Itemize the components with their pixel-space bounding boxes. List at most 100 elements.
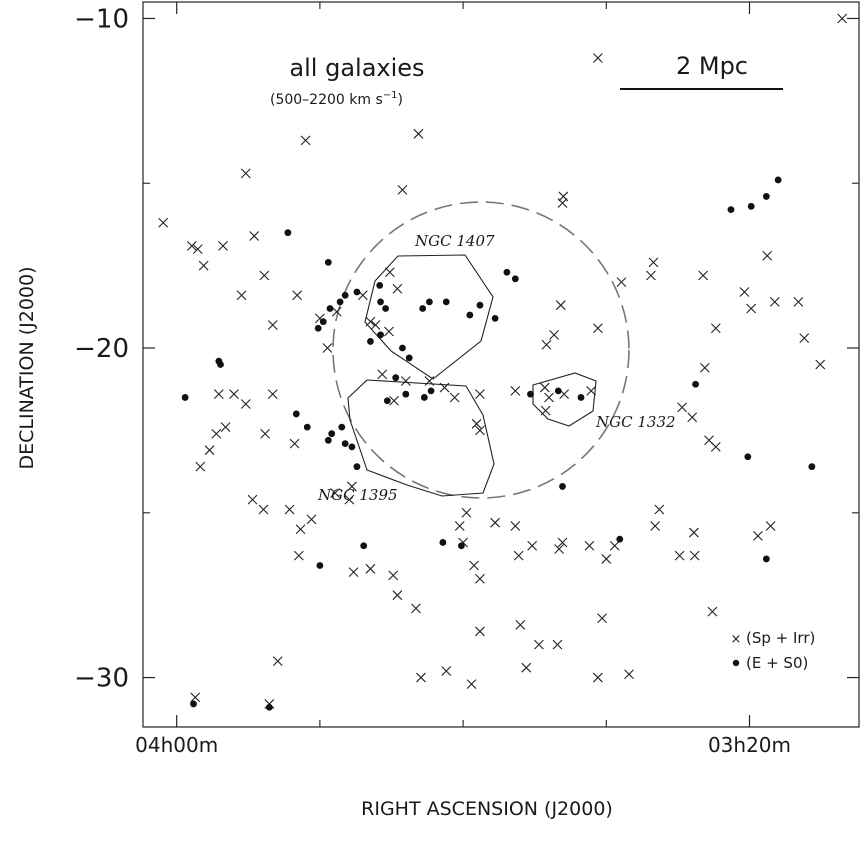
data-point-cross	[416, 673, 425, 682]
data-point-cross	[740, 288, 749, 297]
data-point-cross	[294, 551, 303, 560]
data-point-cross	[307, 515, 316, 524]
data-point-cross	[602, 554, 611, 563]
data-point-dot	[328, 430, 335, 437]
data-point-cross	[290, 439, 299, 448]
data-point-cross	[199, 261, 208, 270]
data-point-cross	[366, 564, 375, 573]
data-point-cross	[690, 551, 699, 560]
data-point-cross	[700, 363, 709, 372]
data-point-dot	[190, 701, 197, 708]
data-point-cross	[241, 169, 250, 178]
data-point-dot	[744, 453, 751, 460]
data-point-cross	[711, 324, 720, 333]
data-point-cross	[475, 574, 484, 583]
data-point-cross	[398, 185, 407, 194]
data-point-dot	[421, 394, 428, 401]
data-point-cross	[261, 429, 270, 438]
data-point-dot	[616, 536, 623, 543]
data-point-cross	[260, 271, 269, 280]
data-point-cross	[511, 386, 520, 395]
y-tick-label: −20	[74, 334, 129, 364]
annotation-range-text: (500–2200 km s	[270, 92, 383, 108]
axis-ticks	[143, 2, 859, 727]
data-point-cross	[708, 607, 717, 616]
data-point-cross	[323, 344, 332, 353]
legend-dot-symbol	[733, 660, 739, 666]
data-point-cross	[646, 271, 655, 280]
data-point-cross	[593, 54, 602, 63]
data-point-dot	[342, 440, 349, 447]
data-point-cross	[556, 301, 565, 310]
data-point-dot	[316, 562, 323, 569]
group-outline-ngc-1332	[533, 373, 596, 426]
data-point-cross	[705, 436, 714, 445]
data-point-cross	[475, 390, 484, 399]
data-point-cross	[349, 568, 358, 577]
data-point-cross	[378, 370, 387, 379]
data-point-cross	[491, 518, 500, 527]
data-point-cross	[268, 390, 277, 399]
data-point-cross	[541, 406, 550, 415]
data-point-cross	[248, 495, 257, 504]
data-point-cross	[598, 614, 607, 623]
data-point-cross	[542, 340, 551, 349]
data-point-cross	[545, 393, 554, 402]
data-point-cross	[534, 640, 543, 649]
data-point-cross	[678, 403, 687, 412]
data-point-dot	[503, 269, 510, 276]
data-point-cross	[794, 297, 803, 306]
group-label-ngc-1332: NGC 1332	[595, 413, 676, 431]
data-point-dot	[466, 312, 473, 319]
data-point-dot	[406, 355, 413, 362]
data-point-dot	[327, 305, 334, 312]
x-axis-label: RIGHT ASCENSION (J2000)	[361, 798, 613, 820]
data-point-dot	[748, 203, 755, 210]
data-point-cross	[401, 376, 410, 385]
data-point-dot	[382, 305, 389, 312]
data-point-dot	[360, 542, 367, 549]
data-point-cross	[366, 317, 375, 326]
data-point-dot	[284, 229, 291, 236]
data-point-cross	[610, 541, 619, 550]
data-point-cross	[384, 327, 393, 336]
tick-labels: −10 −20 −30 04h00m 03h20m	[74, 4, 791, 757]
data-point-dot	[392, 374, 399, 381]
data-point-dot	[399, 345, 406, 352]
data-point-cross	[214, 390, 223, 399]
data-point-dot	[512, 275, 519, 282]
data-point-cross	[593, 324, 602, 333]
data-point-cross	[655, 505, 664, 514]
data-point-dot	[325, 437, 332, 444]
data-point-cross	[411, 604, 420, 613]
data-point-cross	[259, 505, 268, 514]
data-point-cross	[528, 541, 537, 550]
data-point-cross	[625, 670, 634, 679]
legend-label-e-s0: (E + S0)	[746, 654, 808, 672]
data-point-dot	[439, 539, 446, 546]
scale-bar-label: 2 Mpc	[676, 52, 748, 80]
data-point-cross	[273, 657, 282, 666]
data-point-cross	[389, 571, 398, 580]
data-point-dot	[443, 298, 450, 305]
data-point-cross	[285, 505, 294, 514]
data-point-dot	[402, 391, 409, 398]
data-point-dot	[384, 397, 391, 404]
data-point-dot	[559, 483, 566, 490]
data-point-dot	[426, 298, 433, 305]
data-point-cross	[442, 666, 451, 675]
data-point-dot	[338, 424, 345, 431]
data-point-cross	[649, 258, 658, 267]
data-point-cross	[237, 291, 246, 300]
data-point-cross	[455, 521, 464, 530]
data-point-cross	[219, 241, 228, 250]
data-point-cross	[511, 521, 520, 530]
series-sp-irr	[159, 14, 847, 708]
data-point-cross	[393, 591, 402, 600]
data-point-dot	[458, 542, 465, 549]
data-point-cross	[753, 531, 762, 540]
annotation-velocity-range: (500–2200 km s−1)	[270, 90, 403, 108]
data-point-cross	[205, 446, 214, 455]
data-point-dot	[728, 206, 735, 213]
